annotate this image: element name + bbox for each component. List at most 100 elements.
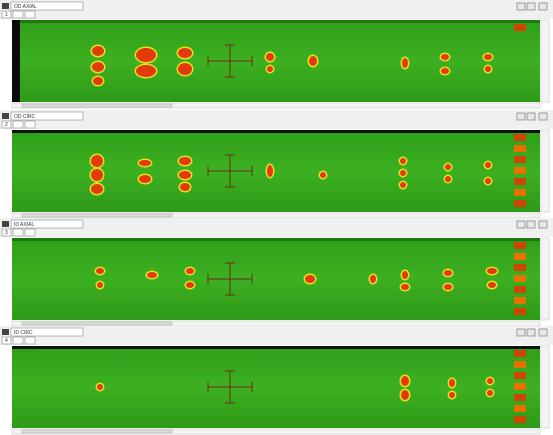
- indication: [402, 271, 408, 279]
- panel-index: 2: [5, 122, 8, 128]
- window-button[interactable]: [538, 112, 548, 121]
- indication: [178, 63, 192, 75]
- window-button[interactable]: [538, 2, 548, 11]
- indication: [400, 158, 406, 164]
- window-button[interactable]: [526, 112, 536, 121]
- indication: [91, 184, 103, 194]
- indication: [91, 155, 103, 167]
- indication: [402, 58, 408, 68]
- window-button[interactable]: [516, 220, 526, 229]
- indication: [92, 46, 104, 56]
- window-button[interactable]: [516, 112, 526, 121]
- label-box[interactable]: [10, 219, 84, 229]
- panel-label: OD CIRC: [14, 114, 36, 120]
- tool-button[interactable]: [24, 10, 36, 19]
- scan-image: [12, 20, 540, 102]
- indication: [445, 164, 451, 170]
- tool-button[interactable]: [12, 10, 24, 19]
- tool-button[interactable]: [12, 120, 24, 129]
- scan-panel: ID CIRC 4: [0, 326, 553, 435]
- edge-signal: [514, 286, 526, 293]
- edge-signal: [514, 383, 526, 390]
- edge-signal: [514, 275, 526, 282]
- h-scroll-thumb[interactable]: [21, 429, 173, 434]
- edge-signal: [514, 242, 526, 249]
- toolbar: [0, 218, 553, 237]
- panel-index: 4: [5, 338, 8, 344]
- indication: [178, 48, 192, 58]
- indication: [487, 390, 493, 396]
- label-box[interactable]: [10, 327, 84, 337]
- indication: [186, 282, 194, 288]
- indication: [147, 272, 157, 278]
- indication: [441, 54, 449, 60]
- v-scrollbar[interactable]: [540, 19, 550, 103]
- edge-signal: [514, 394, 526, 401]
- index-box[interactable]: [1, 336, 12, 345]
- indication: [401, 376, 409, 386]
- window-button[interactable]: [538, 220, 548, 229]
- indication: [186, 268, 194, 274]
- h-scroll-thumb[interactable]: [21, 103, 173, 108]
- panel-label: ID AXIAL: [14, 222, 35, 228]
- window-button[interactable]: [516, 328, 526, 337]
- scan-panel: ID AXIAL 3: [0, 218, 553, 327]
- indication: [91, 169, 103, 181]
- edge-signal: [514, 361, 526, 368]
- edge-signal: [514, 264, 526, 271]
- toolbar: [0, 326, 553, 345]
- indication: [370, 275, 376, 283]
- window-button[interactable]: [538, 328, 548, 337]
- panel-icon[interactable]: [2, 3, 9, 9]
- panel-icon[interactable]: [2, 329, 9, 335]
- indication: [179, 171, 191, 179]
- label-box[interactable]: [10, 1, 84, 11]
- tool-button[interactable]: [24, 120, 36, 129]
- v-scrollbar[interactable]: [540, 345, 550, 429]
- indication: [441, 68, 449, 74]
- index-box[interactable]: [1, 10, 12, 19]
- indication: [488, 282, 496, 288]
- indication: [97, 282, 103, 288]
- label-box[interactable]: [10, 111, 84, 121]
- edge-signal: [514, 189, 526, 196]
- window-button[interactable]: [516, 2, 526, 11]
- h-scroll-thumb[interactable]: [21, 213, 173, 218]
- panel-icon[interactable]: [2, 221, 9, 227]
- indication: [309, 56, 317, 66]
- tool-button[interactable]: [12, 228, 24, 237]
- scan-panel: OD AXIAL 1: [0, 0, 553, 109]
- tool-button[interactable]: [24, 228, 36, 237]
- h-scrollbar[interactable]: [11, 428, 541, 435]
- edge-signal: [514, 253, 526, 260]
- indication: [136, 48, 156, 62]
- edge-signal: [514, 350, 526, 357]
- scan-panel: OD CIRC 2: [0, 110, 553, 219]
- dark-band: [12, 130, 540, 133]
- dark-band: [12, 346, 540, 349]
- window-button[interactable]: [526, 328, 536, 337]
- indication: [485, 178, 491, 184]
- v-scrollbar[interactable]: [540, 237, 550, 321]
- tool-button[interactable]: [24, 336, 36, 345]
- indication: [266, 53, 274, 61]
- h-scrollbar[interactable]: [11, 102, 541, 109]
- v-scrollbar[interactable]: [540, 129, 550, 213]
- indication: [485, 162, 491, 168]
- indication: [445, 176, 451, 182]
- indication: [136, 65, 156, 77]
- indication: [401, 390, 409, 400]
- h-scroll-thumb[interactable]: [21, 321, 173, 326]
- tool-button[interactable]: [12, 336, 24, 345]
- window-button[interactable]: [526, 220, 536, 229]
- panel-icon[interactable]: [2, 113, 9, 119]
- left-dark-strip: [12, 20, 20, 102]
- index-box[interactable]: [1, 120, 12, 129]
- indication: [139, 160, 151, 166]
- scan-image: [12, 238, 540, 320]
- edge-signal: [514, 178, 526, 185]
- indication: [444, 284, 452, 290]
- window-button[interactable]: [526, 2, 536, 11]
- index-box[interactable]: [1, 228, 12, 237]
- edge-signal: [514, 134, 526, 141]
